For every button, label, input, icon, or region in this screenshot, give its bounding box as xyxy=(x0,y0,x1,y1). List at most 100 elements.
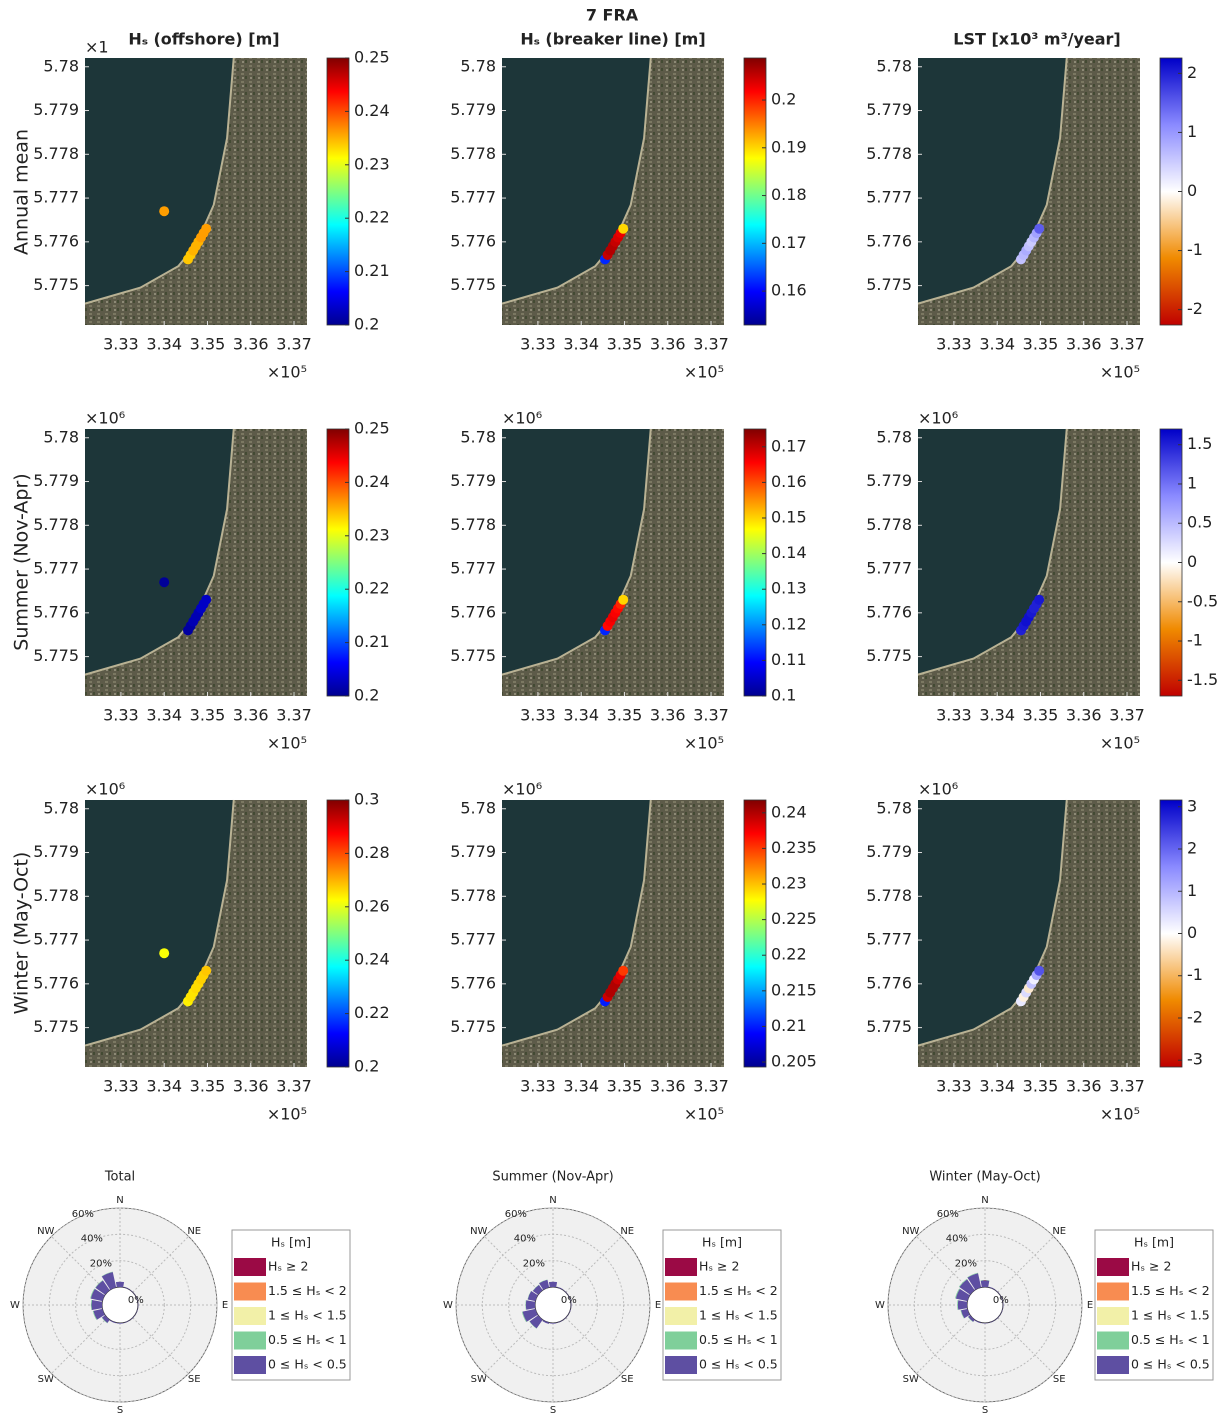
direction-label: NE xyxy=(620,1226,634,1237)
point xyxy=(1034,965,1045,976)
x-tick-label: 3.35 xyxy=(190,1077,226,1096)
rose-segment xyxy=(556,1286,564,1290)
direction-label: S xyxy=(117,1405,123,1416)
rose-tick-label: 60% xyxy=(937,1209,959,1220)
y-tick-label: 5.778 xyxy=(450,886,496,905)
legend-swatch xyxy=(1097,1282,1129,1301)
legend-swatch xyxy=(1097,1307,1129,1325)
rose-segment xyxy=(101,1315,110,1324)
rose-spoke xyxy=(484,1317,541,1374)
rose-segment xyxy=(957,1300,968,1310)
y-multiplier: ×10⁶ xyxy=(502,409,542,428)
rose-segment xyxy=(967,1316,974,1323)
legend-swatch xyxy=(234,1307,266,1325)
colorbar-tick-label: 0.2 xyxy=(354,1057,379,1076)
y-tick-label: 5.775 xyxy=(450,646,496,665)
legend-label: 1.5 ≤ Hₛ < 2 xyxy=(699,1283,778,1298)
y-tick-label: 5.777 xyxy=(866,559,912,578)
legend-label: Hₛ ≥ 2 xyxy=(1131,1259,1171,1274)
rose-tick-label: 20% xyxy=(90,1258,112,1269)
y-multiplier: ×10⁶ xyxy=(85,780,125,799)
colorbar-tick-label: 0 xyxy=(1187,552,1197,571)
colorbar-tick-label: 0.24 xyxy=(354,101,390,120)
colorbar-tick-label: 0.22 xyxy=(354,579,390,598)
rose-segment xyxy=(995,1315,1001,1321)
point xyxy=(201,594,212,605)
y-multiplier: ×10⁶ xyxy=(85,409,125,428)
y-tick-label: 5.778 xyxy=(450,144,496,163)
rose-segment xyxy=(527,1290,532,1300)
x-multiplier: ×10⁵ xyxy=(267,734,307,753)
x-tick-label: 3.34 xyxy=(563,1077,599,1096)
y-tick-label: 5.779 xyxy=(866,100,912,119)
x-tick-label: 3.33 xyxy=(936,706,972,725)
rose-segment xyxy=(123,1320,130,1323)
y-tick-label: 5.78 xyxy=(876,56,912,75)
rose-segment xyxy=(1000,1308,1003,1315)
row-label: Summer (Nov-Apr) xyxy=(11,473,33,650)
y-tick-label: 5.777 xyxy=(450,930,496,949)
x-tick-label: 3.35 xyxy=(1023,335,1059,354)
y-multiplier: ×1 xyxy=(85,38,109,57)
x-tick-label: 3.34 xyxy=(563,706,599,725)
x-tick-label: 3.35 xyxy=(1023,1077,1059,1096)
colorbar xyxy=(743,799,767,1068)
legend-swatch xyxy=(665,1331,697,1350)
colorbar-tick-label: 0.24 xyxy=(771,802,807,821)
rose-segment xyxy=(556,1320,563,1323)
rose-segment xyxy=(960,1310,965,1319)
colorbar-tick-label: 0.16 xyxy=(771,472,807,491)
rose-segment xyxy=(525,1300,536,1310)
x-tick-label: 3.37 xyxy=(693,335,729,354)
colorbar-tick-label: 3 xyxy=(1187,796,1197,815)
colorbar-tick-label: -1 xyxy=(1187,631,1203,650)
colorbar-tick-label: 0.25 xyxy=(354,48,390,67)
colorbar-tick-label: 0.14 xyxy=(771,543,807,562)
rose-segment xyxy=(522,1308,538,1322)
colorbar-tick-label: 2 xyxy=(1187,63,1197,82)
rose-segment xyxy=(109,1320,117,1324)
legend-swatch xyxy=(234,1356,266,1374)
rose-segment xyxy=(527,1291,538,1302)
legend-title: Hₛ [m] xyxy=(702,1235,742,1250)
colorbar-tick-label: -0.5 xyxy=(1187,591,1218,610)
colorbar xyxy=(743,428,767,697)
x-tick-label: 3.33 xyxy=(520,706,556,725)
legend-swatch xyxy=(234,1258,266,1276)
direction-label: S xyxy=(550,1405,556,1416)
y-tick-label: 5.779 xyxy=(33,471,79,490)
legend-label: 1.5 ≤ Hₛ < 2 xyxy=(1131,1283,1210,1298)
y-tick-label: 5.776 xyxy=(450,231,496,250)
y-tick-label: 5.776 xyxy=(866,231,912,250)
colorbar-tick-label: 0.17 xyxy=(771,436,807,455)
point xyxy=(201,223,212,234)
y-tick-label: 5.779 xyxy=(33,842,79,861)
land xyxy=(502,58,724,325)
x-tick-label: 3.36 xyxy=(650,335,686,354)
x-tick-label: 3.33 xyxy=(103,1077,139,1096)
x-tick-label: 3.33 xyxy=(520,1077,556,1096)
y-tick-label: 5.777 xyxy=(33,930,79,949)
colorbar-tick-label: 0.23 xyxy=(354,525,390,544)
legend-label: 0 ≤ Hₛ < 0.5 xyxy=(699,1357,778,1372)
direction-label: NE xyxy=(187,1226,201,1237)
direction-label: NE xyxy=(1052,1226,1066,1237)
y-tick-label: 5.778 xyxy=(866,886,912,905)
colorbar-tick-label: 0.15 xyxy=(771,508,807,527)
point xyxy=(159,577,170,588)
rose-title: Total xyxy=(104,1170,135,1185)
colorbar-tick-label: 0.2 xyxy=(354,315,379,334)
rose-segment xyxy=(532,1284,543,1295)
legend-label: 1 ≤ Hₛ < 1.5 xyxy=(699,1308,778,1323)
x-tick-label: 3.35 xyxy=(1023,706,1059,725)
legend-label: Hₛ ≥ 2 xyxy=(699,1259,739,1274)
x-multiplier: ×10⁵ xyxy=(267,1105,307,1124)
rose-spoke xyxy=(916,1317,973,1374)
rose-segment xyxy=(521,1311,527,1323)
colorbar-tick-label: 0.16 xyxy=(771,281,807,300)
x-tick-label: 3.34 xyxy=(979,1077,1015,1096)
land xyxy=(85,800,307,1067)
colorbar-tick-label: 0 xyxy=(1187,923,1197,942)
legend-label: 0 ≤ Hₛ < 0.5 xyxy=(268,1357,347,1372)
